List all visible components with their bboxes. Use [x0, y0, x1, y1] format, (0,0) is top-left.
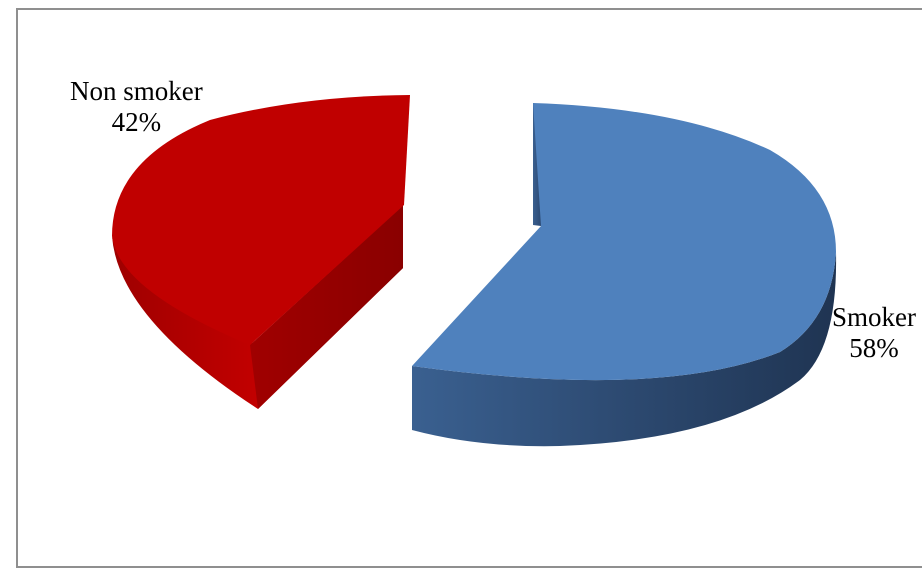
slice-smoker-side — [412, 252, 837, 447]
slice-non-smoker-cut-face — [250, 205, 403, 409]
slice-label-non-smoker-percent: 42% — [111, 107, 162, 137]
slice-label-smoker-name: Smoker — [832, 302, 916, 332]
slice-non-smoker-top — [112, 95, 410, 345]
slice-label-non-smoker-name: Non smoker — [70, 76, 203, 106]
slice-label-non-smoker: Non smoker 42% — [70, 76, 203, 138]
slice-label-smoker: Smoker 58% — [832, 302, 916, 364]
slice-smoker-top — [412, 103, 836, 381]
slice-non-smoker — [112, 95, 410, 409]
slice-smoker — [412, 103, 837, 447]
pie-chart — [112, 95, 837, 447]
slice-label-smoker-percent: 58% — [849, 333, 899, 363]
